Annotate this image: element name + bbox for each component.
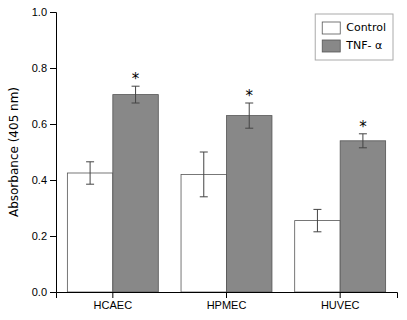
y-tick-mark <box>50 180 56 181</box>
bar <box>340 141 385 292</box>
y-tick-label: 0.0 <box>32 286 47 298</box>
legend-label: TNF- α <box>345 39 382 52</box>
legend: Control TNF- α <box>315 14 393 60</box>
error-bar <box>359 134 367 148</box>
x-axis: HCAEC HPMEC HUVEC <box>57 292 398 311</box>
x-tick: HUVEC <box>321 292 360 311</box>
y-tick-label: 0.6 <box>32 118 47 130</box>
annotations: * * * <box>132 70 367 136</box>
error-line <box>249 103 250 128</box>
x-axis-line <box>57 293 398 299</box>
plot-area: * * * 0.0 0.2 0.4 0.6 0.8 1.0 HCAEC HPMEC HUVEC Cont… <box>32 6 398 311</box>
error-bar <box>200 152 208 197</box>
y-tick-label: 0.8 <box>32 62 47 74</box>
error-cap <box>200 196 208 197</box>
y-tick-label: 1.0 <box>32 6 47 18</box>
y-axis-title: Absorbance (405 nm) <box>7 87 21 217</box>
error-cap <box>359 147 367 148</box>
error-bar <box>86 162 94 184</box>
error-bar <box>313 209 321 231</box>
chart-svg: * * * 0.0 0.2 0.4 0.6 0.8 1.0 HCAEC HPMEC HUVEC Cont… <box>0 0 407 320</box>
legend-item: TNF- α <box>322 39 382 52</box>
bar <box>295 221 340 292</box>
error-cap <box>200 152 208 153</box>
y-tick-label: 0.2 <box>32 230 47 242</box>
y-tick-label: 0.4 <box>32 174 47 186</box>
marks <box>67 86 385 292</box>
legend-frame <box>315 14 393 60</box>
x-tick-label: HCAEC <box>94 299 133 311</box>
bar-series <box>67 152 340 292</box>
error-cap <box>86 161 94 162</box>
y-tick: 0.8 <box>32 62 56 74</box>
error-cap <box>86 184 94 185</box>
y-tick: 1.0 <box>32 6 56 18</box>
error-line <box>203 152 204 197</box>
annotation: * <box>132 70 140 88</box>
y-tick-mark <box>50 12 56 13</box>
legend-swatch <box>322 22 340 34</box>
error-cap <box>313 209 321 210</box>
x-tick-mark <box>340 292 341 298</box>
error-cap <box>313 231 321 232</box>
legend-item: Control <box>322 21 386 34</box>
bar-series <box>113 86 386 292</box>
y-tick-mark <box>50 292 56 293</box>
x-tick-mark <box>112 292 113 298</box>
y-axis-line <box>50 13 57 293</box>
y-tick-mark <box>50 68 56 69</box>
x-tick: HCAEC <box>94 292 133 311</box>
bar <box>67 173 112 292</box>
y-tick-mark <box>50 236 56 237</box>
y-tick: 0.2 <box>32 230 56 242</box>
y-axis: 0.0 0.2 0.4 0.6 0.8 1.0 <box>32 6 57 298</box>
legend-swatch <box>322 40 340 52</box>
bar <box>113 95 158 292</box>
error-bar <box>132 86 140 103</box>
error-line <box>90 162 91 184</box>
chart-container: * * * 0.0 0.2 0.4 0.6 0.8 1.0 HCAEC HPMEC HUVEC Cont… <box>0 0 407 320</box>
error-line <box>362 134 363 148</box>
x-tick-mark <box>226 292 227 298</box>
bar <box>227 116 272 292</box>
y-tick: 0.4 <box>32 174 56 186</box>
x-tick-label: HPMEC <box>207 299 247 311</box>
y-tick-mark <box>50 124 56 125</box>
legend-label: Control <box>346 21 386 34</box>
y-tick: 0.0 <box>32 286 56 298</box>
error-cap <box>245 128 253 129</box>
error-cap <box>132 103 140 104</box>
y-tick: 0.6 <box>32 118 56 130</box>
annotation: * <box>245 87 253 105</box>
x-tick-label: HUVEC <box>321 299 360 311</box>
annotation: * <box>359 118 367 136</box>
error-line <box>317 209 318 231</box>
error-bar <box>245 103 253 128</box>
x-tick: HPMEC <box>207 292 247 311</box>
error-line <box>135 86 136 103</box>
